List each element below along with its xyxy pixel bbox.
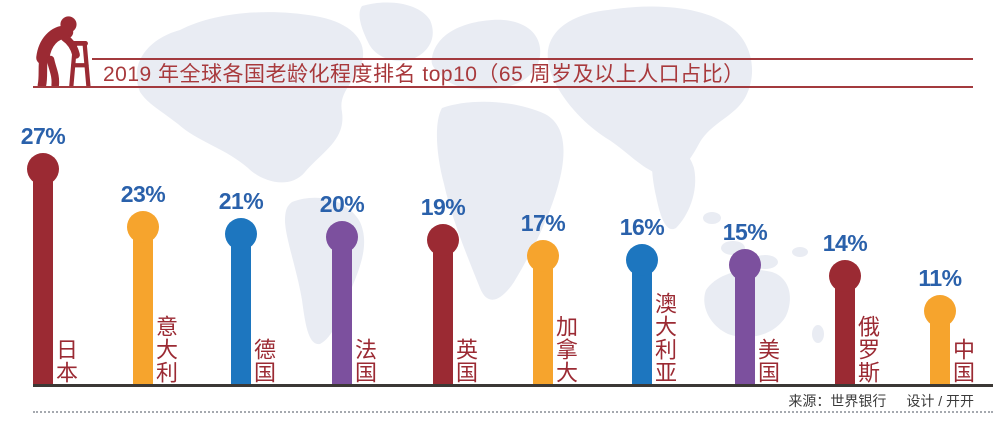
bar-stem [33, 169, 53, 386]
bar-stem [835, 276, 855, 386]
bar-circle [626, 244, 658, 276]
map-north-america [136, 12, 364, 183]
bar-country-label: 加拿大 [553, 315, 578, 384]
map-india [652, 146, 696, 230]
map-europe [431, 19, 541, 90]
bar-value-label: 27% [20, 123, 66, 149]
bar-value-label: 19% [420, 194, 466, 220]
bar-circle [326, 221, 358, 253]
bar-circle [924, 295, 956, 327]
bar-country-label: 德国 [251, 338, 276, 384]
bar-country-label: 日本 [53, 338, 78, 384]
bar-value-label: 14% [822, 230, 868, 256]
bar-value-label: 23% [120, 181, 166, 207]
map-africa [436, 101, 564, 300]
bar-country-label: 法国 [352, 338, 377, 384]
chart-baseline [33, 384, 993, 387]
bar-value-label: 16% [619, 214, 665, 240]
bar-stem [133, 227, 153, 386]
bar-country-label: 英国 [453, 338, 478, 384]
map-island-4 [792, 247, 808, 257]
bar-circle [729, 249, 761, 281]
design-credit-label: 设计 / 开开 [906, 393, 974, 409]
bar-country-label: 俄罗斯 [855, 315, 880, 384]
bar-circle [127, 211, 159, 243]
bar-value-label: 11% [918, 265, 962, 291]
bar-country-label: 美国 [755, 338, 780, 384]
bar-value-label: 21% [218, 188, 264, 214]
bar-value-label: 17% [520, 210, 566, 236]
bar-stem [930, 311, 950, 386]
bar-circle [225, 218, 257, 250]
title-box-top-border [92, 58, 973, 60]
bar-circle [829, 260, 861, 292]
footer-dotted-divider [33, 411, 993, 413]
map-greenland [359, 2, 433, 62]
bar-stem [735, 265, 755, 386]
bar-circle [27, 153, 59, 185]
map-island-1 [703, 212, 721, 224]
bar-stem [632, 260, 652, 386]
bar-value-label: 20% [319, 191, 365, 217]
bar-value-label: 15% [722, 219, 768, 245]
bar-circle [527, 240, 559, 272]
bar-stem [433, 240, 453, 386]
bar-circle [427, 224, 459, 256]
bar-stem [231, 234, 251, 386]
source-label: 来源：世界银行 [788, 393, 887, 409]
bar-stem [332, 237, 352, 386]
title-box-bottom-border [33, 86, 973, 88]
page-title: 2019 年全球各国老龄化程度排名 top10（65 周岁及以上人口占比） [103, 63, 745, 86]
bar-country-label: 澳大利亚 [652, 292, 677, 384]
footer: 来源：世界银行 设计 / 开开 [788, 391, 974, 411]
map-new-zealand [812, 325, 824, 343]
bar-country-label: 意大利 [153, 315, 178, 384]
bar-stem [533, 256, 553, 386]
bar-country-label: 中国 [950, 338, 975, 384]
map-asia [547, 6, 753, 176]
elderly-person-walker-icon [36, 16, 91, 88]
